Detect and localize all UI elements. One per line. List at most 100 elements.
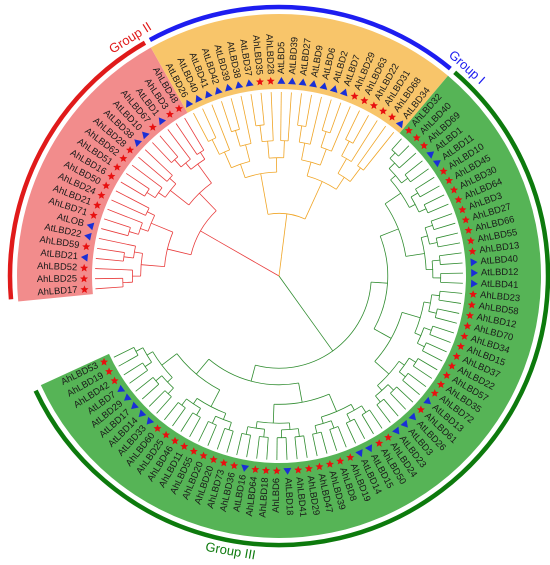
red-star-icon: [464, 226, 473, 234]
clade-stem: [408, 357, 416, 363]
clade-stem: [432, 259, 440, 262]
clade-stem: [197, 163, 212, 184]
leaf-branch: [321, 99, 332, 131]
clade-arc: [152, 377, 160, 385]
red-star-icon: [80, 263, 89, 272]
clade-stem: [330, 420, 335, 429]
leaf-label: AhLBD64: [243, 476, 259, 517]
clade-arc: [431, 260, 434, 278]
clade-arc: [329, 426, 339, 430]
leaf-branch: [404, 160, 423, 176]
leaf-branch: [413, 365, 433, 379]
red-star-icon: [153, 424, 162, 432]
blue-triangle-icon: [470, 279, 478, 288]
clade-arc: [415, 188, 421, 198]
blue-triangle-icon: [426, 151, 435, 159]
leaf-labels: AhLBD17AhLBD25AhLBD52AtLBD21AhLBD59AtLBD…: [37, 34, 521, 518]
leaf-branch: [329, 102, 342, 134]
clade-arc: [142, 362, 148, 371]
clade-stem: [140, 228, 149, 232]
blue-triangle-icon: [364, 444, 373, 453]
leaf-branch: [433, 222, 456, 230]
leaf-branch: [98, 238, 136, 247]
clade-arc: [219, 149, 230, 155]
leaf-branch: [383, 398, 399, 417]
leaf-label: AhLBD41: [294, 476, 309, 517]
leaf-branch: [439, 290, 463, 294]
clade-stem: [373, 328, 392, 339]
leaf-branch: [419, 185, 440, 198]
leaf-branch: [256, 436, 260, 459]
clade-stem: [371, 281, 388, 284]
clade-arc: [208, 358, 299, 386]
clade-arc: [357, 165, 364, 171]
clade-stem: [401, 312, 421, 319]
red-star-icon: [89, 211, 98, 219]
clade-stem: [283, 140, 285, 158]
leaf-branch: [111, 199, 146, 216]
g1-arc: [148, 4, 452, 71]
red-star-icon: [346, 453, 355, 461]
clade-stem: [390, 175, 396, 181]
clade-stem: [319, 148, 327, 166]
clade-stem: [423, 327, 432, 331]
leaf-branch: [345, 110, 360, 140]
leaf-branch: [246, 435, 251, 458]
red-star-icon: [458, 205, 467, 214]
leaf-branch: [312, 434, 318, 457]
leaf-branch: [430, 213, 453, 222]
leaf-branch: [437, 308, 460, 314]
leaf-label: AhLBD23: [480, 289, 521, 304]
blue-triangle-icon: [392, 426, 400, 435]
blue-triangle-icon: [235, 81, 244, 89]
blue-triangle-icon: [123, 393, 132, 401]
leaf-branch: [376, 404, 391, 423]
leaf-branch: [331, 106, 351, 152]
clade-stem: [297, 428, 300, 437]
red-star-icon: [119, 154, 128, 162]
clade-stem: [349, 167, 361, 182]
leaf-branch: [103, 218, 131, 228]
red-star-icon: [82, 242, 91, 251]
leaf-branch: [280, 92, 282, 141]
red-star-icon: [230, 461, 239, 470]
leaf-branch: [107, 208, 143, 224]
leaf-branch: [429, 334, 451, 343]
clade-stem: [129, 231, 139, 235]
blue-triangle-icon: [309, 80, 317, 88]
blue-triangle-icon: [86, 222, 95, 231]
leaf-branch: [352, 115, 369, 144]
blue-triangle-icon: [423, 396, 432, 405]
leaf-branch: [260, 92, 265, 125]
leaf-branch: [180, 412, 194, 432]
leaf-branch: [398, 145, 410, 157]
leaf-branch: [250, 94, 257, 126]
clade-arc: [301, 159, 321, 166]
leaf-branch: [423, 194, 445, 206]
clade-stem: [314, 425, 318, 434]
clade-arc: [322, 129, 331, 134]
red-star-icon: [384, 433, 393, 441]
clade-arc: [188, 182, 212, 206]
leaf-branch: [266, 437, 269, 460]
leaf-branch: [305, 94, 312, 127]
clade-stem: [211, 416, 216, 424]
clade-stem: [298, 382, 303, 403]
red-star-icon: [255, 77, 264, 86]
clade-stem: [377, 385, 383, 391]
red-star-icon: [460, 332, 469, 340]
leaf-branch: [198, 421, 209, 442]
red-star-icon: [469, 290, 478, 298]
clade-stem: [195, 358, 210, 375]
clade-stem: [150, 222, 174, 233]
tree-branches: [95, 92, 463, 460]
clade-arc: [430, 220, 435, 230]
red-star-icon: [209, 455, 218, 464]
clade-stem: [304, 181, 323, 220]
leaf-branch: [221, 101, 232, 132]
clade-stem: [384, 192, 401, 205]
leaf-branch: [437, 242, 461, 248]
red-star-icon: [219, 458, 228, 467]
red-star-icon: [375, 439, 384, 447]
clade-arc: [152, 351, 173, 378]
